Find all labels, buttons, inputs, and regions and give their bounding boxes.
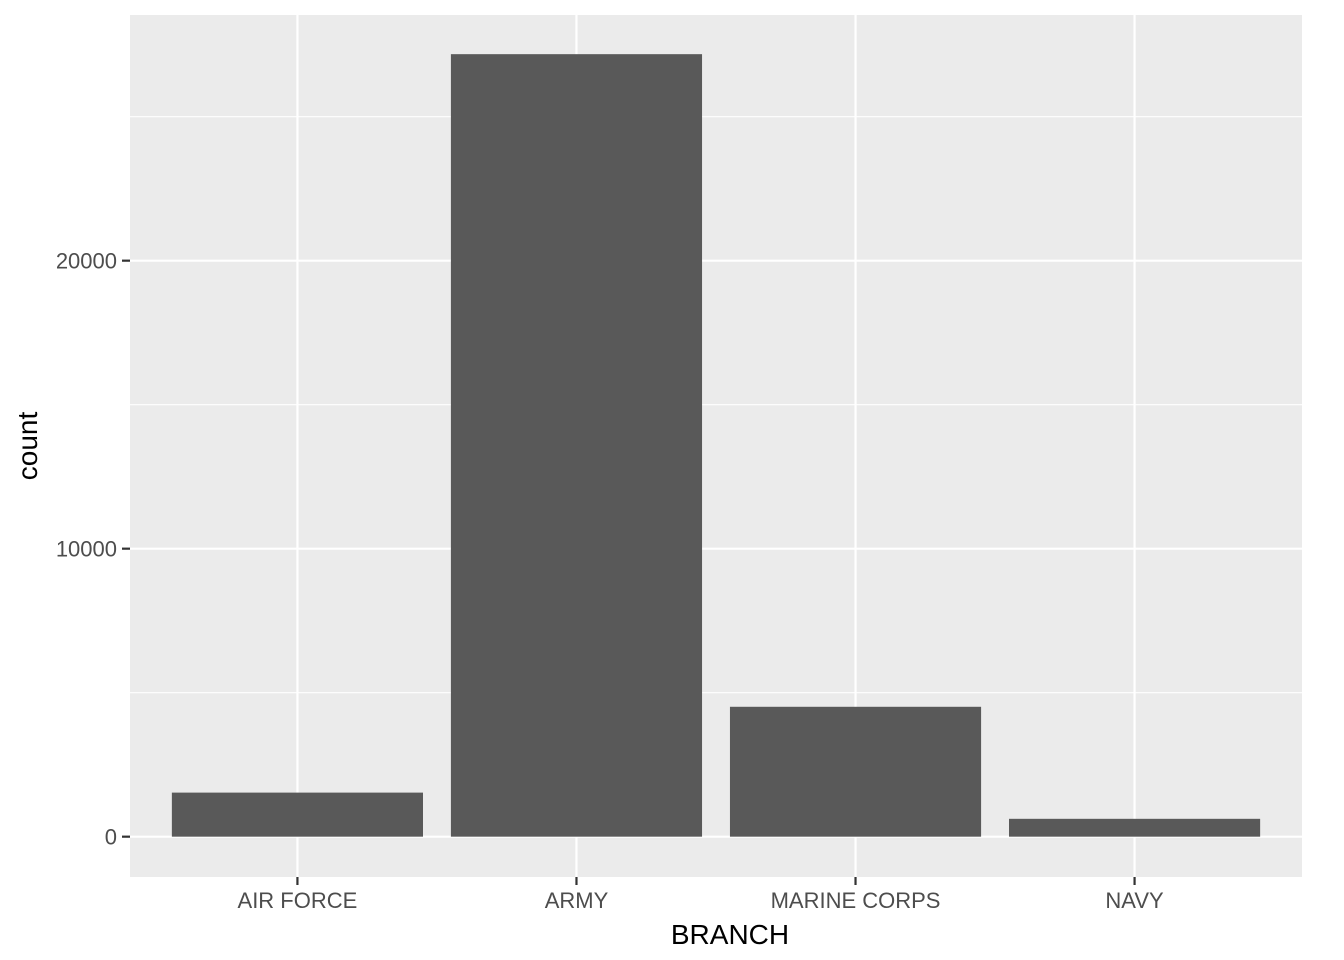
y-axis: 0 10000 20000 <box>56 249 130 850</box>
y-tick-label: 10000 <box>56 537 117 562</box>
bar <box>1009 818 1261 837</box>
y-tick-label: 20000 <box>56 249 117 274</box>
y-tick-label: 0 <box>105 825 117 850</box>
bar <box>450 54 703 837</box>
x-tick-label: ARMY <box>545 888 609 913</box>
x-tick-label: MARINE CORPS <box>771 888 941 913</box>
x-axis: AIR FORCE ARMY MARINE CORPS NAVY <box>238 877 1164 913</box>
bars <box>171 54 1261 837</box>
bar <box>729 706 982 837</box>
plot-panel <box>130 15 1302 877</box>
bar <box>171 792 423 837</box>
x-axis-title: BRANCH <box>671 919 789 950</box>
x-tick-label: AIR FORCE <box>238 888 358 913</box>
x-tick-label: NAVY <box>1105 888 1164 913</box>
y-axis-title: count <box>12 412 43 481</box>
